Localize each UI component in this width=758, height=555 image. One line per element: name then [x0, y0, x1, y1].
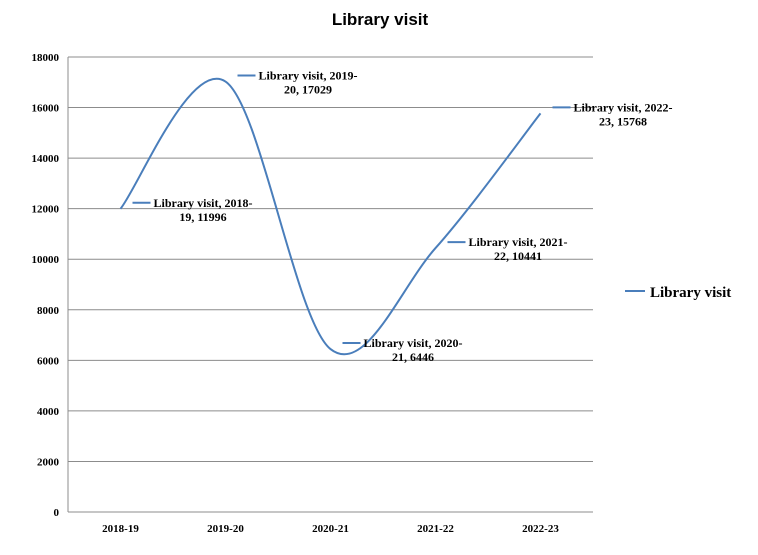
data-label: Library visit, 2022-23, 15768 [552, 100, 673, 128]
y-tick-label: 10000 [32, 254, 60, 266]
data-label-line1: Library visit, 2018- [154, 196, 253, 210]
x-tick-label: 2020-21 [312, 523, 349, 535]
x-tick-label: 2018-19 [102, 523, 139, 535]
data-label: Library visit, 2019-20, 17029 [237, 69, 358, 97]
data-label-line1: Library visit, 2019- [259, 69, 358, 83]
data-label: Library visit, 2018-19, 11996 [132, 196, 253, 224]
x-tick-label: 2022-23 [522, 523, 559, 535]
data-label-line1: Library visit, 2022- [574, 100, 673, 114]
y-tick-label: 4000 [37, 406, 60, 418]
gridlines [68, 56, 593, 462]
data-label-line1: Library visit, 2021- [469, 235, 568, 249]
chart-title: Library visit [332, 10, 429, 29]
data-label-line2: 20, 17029 [284, 83, 332, 97]
y-tick-label: 16000 [32, 103, 60, 115]
series-lines [119, 77, 542, 356]
y-tick-label: 14000 [32, 153, 60, 165]
data-label-line2: 23, 15768 [599, 114, 647, 128]
legend-label: Library visit [650, 285, 731, 301]
y-axis-ticks: 0 2000 4000 6000 8000 10000 12000 14000 16000 180… [32, 52, 60, 519]
y-tick-label: 0 [54, 507, 60, 519]
data-label-line2: 19, 11996 [179, 210, 226, 224]
x-tick-label: 2019-20 [207, 523, 244, 535]
x-axis-ticks: 2018-19 2019-20 2020-21 2021-22 2022-23 [102, 523, 559, 535]
axes [67, 57, 593, 513]
data-label-line1: Library visit, 2020- [364, 336, 463, 350]
data-label: Library visit, 2021-22, 10441 [447, 235, 568, 263]
y-tick-label: 18000 [32, 52, 60, 64]
y-tick-label: 8000 [37, 305, 60, 317]
y-tick-label: 6000 [37, 355, 60, 367]
x-tick-label: 2021-22 [417, 523, 454, 535]
data-label-line2: 21, 6446 [392, 350, 434, 364]
y-tick-label: 12000 [32, 204, 60, 216]
data-label-line2: 22, 10441 [494, 249, 542, 263]
data-label: Library visit, 2020-21, 6446 [342, 336, 463, 364]
series-line [119, 77, 542, 356]
y-tick-label: 2000 [37, 456, 60, 468]
legend: Library visit [625, 285, 731, 301]
